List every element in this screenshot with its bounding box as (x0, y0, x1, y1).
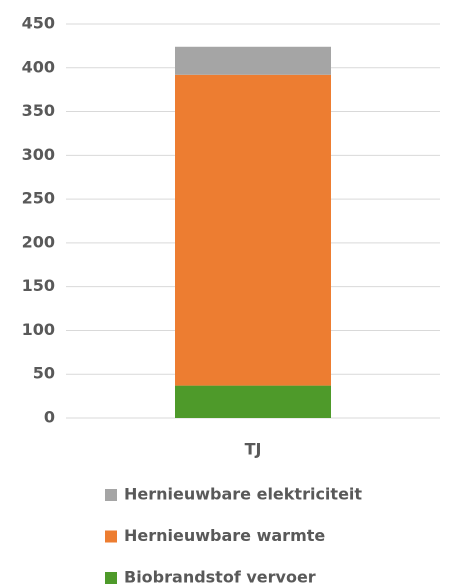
legend-swatch (105, 530, 117, 543)
y-tick-label: 250 (22, 189, 55, 208)
legend-label: Hernieuwbare elektriciteit (124, 485, 362, 504)
bar-segment (175, 74, 331, 386)
bar-segment (175, 385, 331, 418)
legend-label: Hernieuwbare warmte (124, 526, 325, 545)
legend-label: Biobrandstof vervoer (124, 568, 316, 587)
y-tick-label: 400 (22, 57, 55, 76)
y-tick-label: 200 (22, 232, 55, 251)
y-tick-label: 450 (22, 14, 55, 33)
y-tick-label: 0 (44, 408, 55, 427)
y-tick-label: 100 (22, 320, 55, 339)
bar-segment (175, 46, 331, 75)
legend-swatch (105, 572, 117, 584)
y-tick-label: 150 (22, 276, 55, 295)
legend-swatch (105, 489, 117, 501)
y-tick-label: 350 (22, 101, 55, 120)
y-tick-label: 300 (22, 145, 55, 164)
x-tick-label: TJ (245, 440, 262, 459)
y-tick-label: 50 (33, 364, 55, 383)
